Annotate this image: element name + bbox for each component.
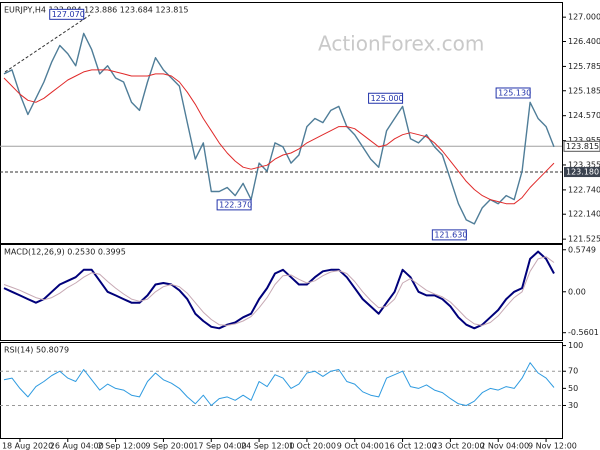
- y-tick-label: 123.355: [568, 160, 600, 169]
- x-tick-label: 1 Oct 20:00: [289, 442, 336, 450]
- panel-frame: [0, 2, 563, 244]
- x-tick-label: 9 Nov 12:00: [528, 442, 577, 450]
- y-tick-label: 122.740: [568, 185, 600, 194]
- y-tick-label: 30: [568, 401, 578, 410]
- x-tick-label: 9 Sep 20:00: [145, 442, 193, 450]
- y-tick-label: 122.140: [568, 210, 600, 219]
- current-price-label: 123.815: [566, 142, 599, 151]
- annotation-label: 125.000: [371, 94, 404, 103]
- y-tick-label: -0.5601: [568, 328, 599, 337]
- y-tick-label: 50: [568, 384, 578, 393]
- annotation-box: [216, 199, 252, 211]
- panel-frame: [0, 244, 563, 341]
- y-tick-label: 126.400: [568, 37, 600, 46]
- panel-title: EURJPY,H4 123.884 123.886 123.684 123.81…: [4, 6, 189, 15]
- x-tick-label: 23 Oct 20:00: [432, 442, 484, 450]
- annotation-label: 122.370: [219, 200, 252, 209]
- level-label-box: [564, 167, 600, 178]
- x-tick-label: 24 Sep 12:00: [241, 442, 294, 450]
- x-tick-label: 18 Aug 2020: [2, 442, 53, 450]
- annotation-box: [431, 229, 467, 241]
- y-tick-label: 0.5749: [568, 245, 596, 254]
- trend-line: [4, 14, 91, 73]
- y-tick-label: 0.00: [568, 287, 586, 296]
- x-tick-label: 2 Nov 04:00: [480, 442, 529, 450]
- series-line: [3, 250, 555, 330]
- series-line: [3, 32, 555, 225]
- x-tick-label: 9 Oct 04:00: [337, 442, 384, 450]
- x-tick-label: 26 Aug 04:00: [50, 442, 104, 450]
- x-tick-label: 2 Sep 12:00: [98, 442, 146, 450]
- watermark: ActionForex.com: [318, 32, 484, 56]
- series-line: [3, 256, 555, 326]
- x-tick-label: 16 Oct 12:00: [385, 442, 437, 450]
- series-line: [3, 69, 555, 205]
- x-tick-label: 17 Sep 04:00: [193, 442, 246, 450]
- annotation-label: 121.630: [434, 230, 467, 239]
- y-tick-label: 125.785: [568, 62, 600, 71]
- panel-title: MACD(12,26,9) 0.2530 0.3995: [4, 248, 126, 257]
- y-tick-label: 123.955: [568, 136, 600, 145]
- level-label: 123.180: [566, 168, 599, 177]
- y-tick-label: 70: [568, 367, 578, 376]
- series-line: [3, 362, 555, 406]
- y-tick-label: 127.000: [568, 13, 600, 22]
- panel-title: RSI(14) 50.8079: [4, 346, 69, 355]
- annotation-label: 125.130: [498, 88, 531, 97]
- y-tick-label: 125.185: [568, 86, 600, 95]
- panel-frame: [0, 342, 563, 439]
- annotation-label: 127.070: [52, 10, 85, 19]
- annotation-box: [368, 92, 404, 104]
- y-tick-label: 124.570: [568, 111, 600, 120]
- annotation-box: [49, 8, 85, 20]
- annotation-box: [495, 87, 531, 99]
- y-tick-label: 100: [568, 341, 583, 350]
- current-price-box: [563, 140, 600, 152]
- y-tick-label: 121.525: [568, 235, 600, 244]
